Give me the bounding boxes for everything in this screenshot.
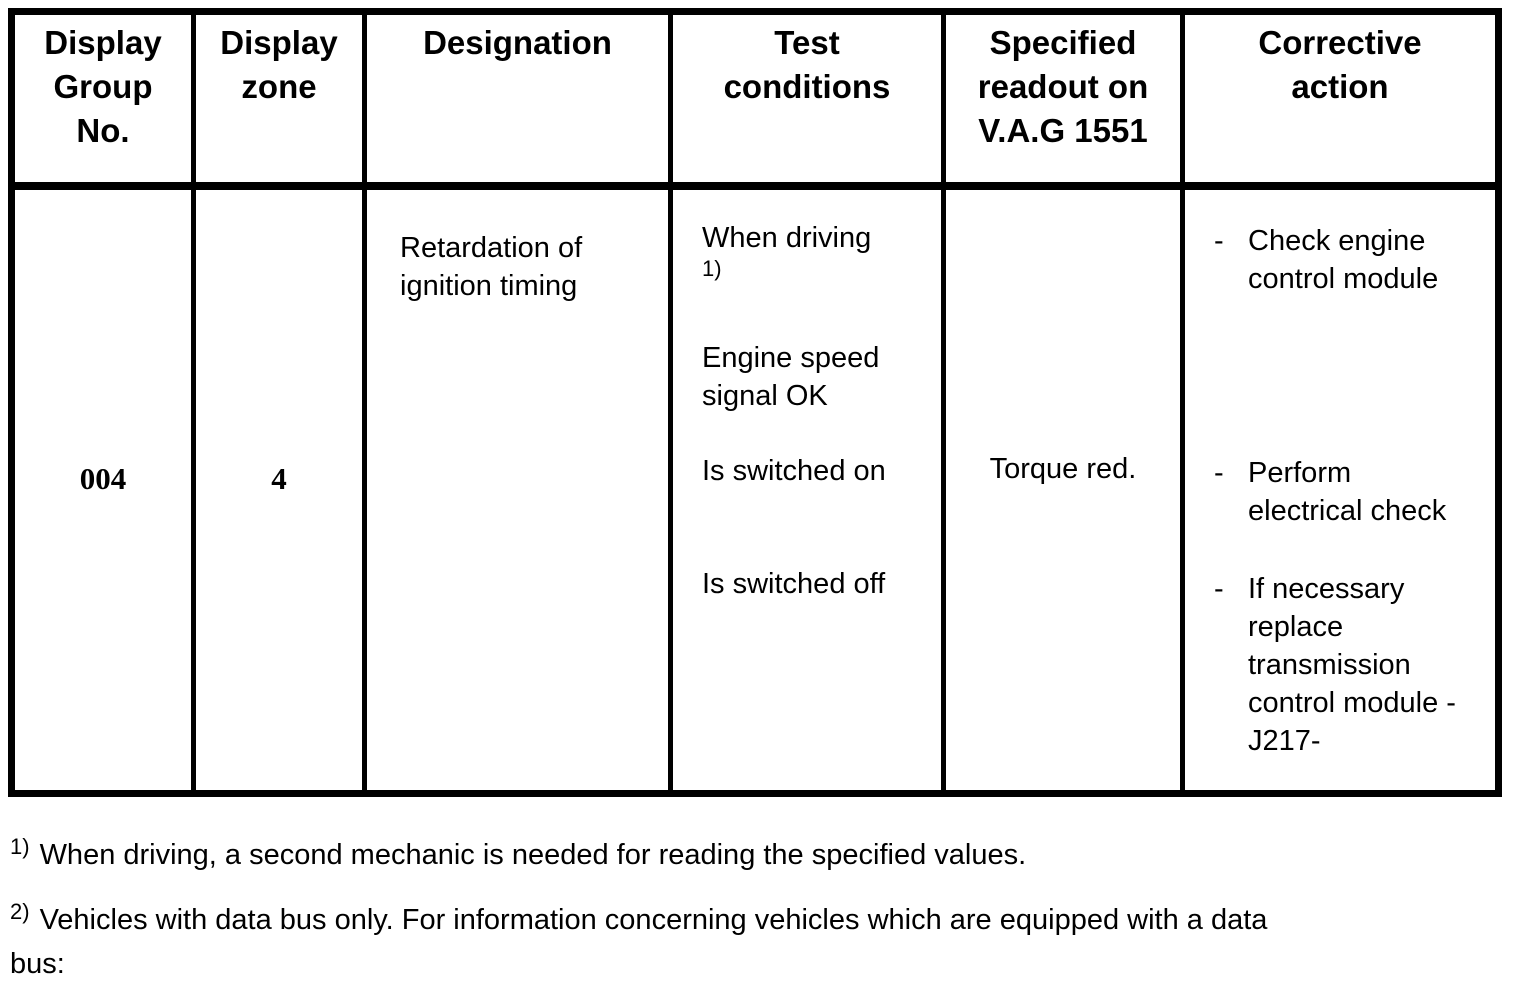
specified-readout-value: Torque red. [989,453,1137,485]
cell-specified-readout: Torque red. [946,190,1185,790]
test-condition-switched-off: Is switched off [702,568,886,600]
designation-text: Retardation of ignition timing [400,232,583,302]
footnote-marker-2: 2) [10,899,30,924]
list-dash: - [1214,457,1224,489]
cell-designation: Retardation of ignition timing [367,190,673,790]
list-dash: - [1214,225,1224,257]
display-group-number: 004 [79,461,127,496]
corrective-action-text: Perform electrical check [1248,457,1447,527]
column-header-corrective-action: Corrective action [1185,15,1495,190]
corrective-action-item: - If necessary replace transmission cont… [1211,570,1489,760]
test-condition-when-driving: When driving [702,222,872,254]
cell-display-zone: 4 [196,190,367,790]
footnote-reference-1: 1) [702,256,722,281]
test-condition-engine-speed: Engine speed signal OK [702,342,880,412]
cell-corrective-action: - Check engine control module - Perform … [1185,190,1495,790]
column-header-designation: Designation [367,15,673,190]
corrective-action-item: - Check engine control module [1211,222,1489,298]
list-dash: - [1214,573,1224,605]
test-condition-switched-on: Is switched on [702,455,886,487]
column-header-test-conditions: Test conditions [673,15,946,190]
column-header-specified-readout: Specified readout on V.A.G 1551 [946,15,1185,190]
column-header-display-group-no: Display Group No. [15,15,196,190]
footnote-1: 1) When driving, a second mechanic is nee… [10,833,1510,877]
corrective-action-text: If necessary replace transmission contro… [1248,573,1456,757]
corrective-action-item: - Perform electrical check [1211,454,1489,530]
display-zone-number: 4 [271,461,287,496]
footnote-text-2: Vehicles with data bus only. For informa… [10,904,1268,980]
column-header-display-zone: Display zone [196,15,367,190]
corrective-action-text: Check engine control module [1248,225,1439,295]
footnote-text-1: When driving, a second mechanic is neede… [39,839,1027,871]
diagnostic-display-group-table: Display Group No. Display zone Designati… [8,8,1502,797]
footnote-2: 2) Vehicles with data bus only. For infor… [10,898,1510,986]
cell-display-group-no: 004 [15,190,196,790]
footnote-marker-1: 1) [10,834,30,859]
cell-test-conditions: When driving 1) Engine speed signal OK I… [673,190,946,790]
